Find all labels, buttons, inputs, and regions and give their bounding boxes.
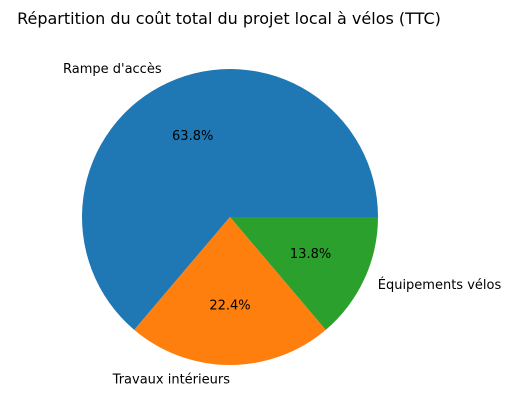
chart-title: Répartition du coût total du projet loca… <box>17 9 441 28</box>
pie-category-label-rampe-d-acces: Rampe d'accès <box>63 62 162 77</box>
pie-percent-labels: 63.8% 22.4% 13.8% <box>172 129 331 313</box>
pie-slice-rampe-d-acces <box>81 69 379 330</box>
pie-percent-label-travaux-interieurs: 22.4% <box>209 298 250 313</box>
pie-category-label-travaux-interieurs: Travaux intérieurs <box>112 372 231 387</box>
pie-percent-label-equipements-velos: 13.8% <box>290 247 331 262</box>
pie-category-label-equipements-velos: Équipements vélos <box>378 277 502 293</box>
pie-slices <box>81 69 379 365</box>
pie-slice-travaux-interieurs <box>134 217 326 365</box>
pie-slice-equipements-velos <box>230 217 378 330</box>
pie-percent-label-rampe-d-acces: 63.8% <box>172 129 213 144</box>
pie-category-labels: Rampe d'accès Travaux intérieurs Équipemen… <box>63 62 501 388</box>
